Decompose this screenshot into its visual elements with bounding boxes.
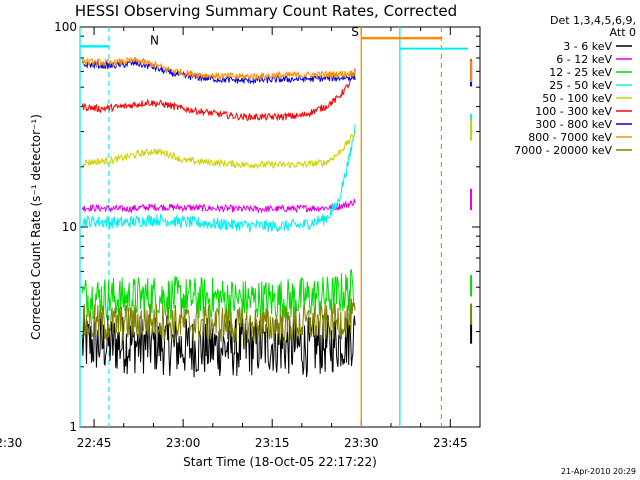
flag-label: N <box>150 33 159 47</box>
y-tick-label: 1 <box>69 420 77 434</box>
series-line <box>81 298 356 346</box>
legend-label: 50 - 100 keV <box>542 92 612 105</box>
y-tick-label: 10 <box>62 220 77 234</box>
series-line <box>81 124 356 234</box>
flag-label: S <box>351 25 359 39</box>
x-axis-label: Start Time (18-Oct-05 22:17:22) <box>183 455 377 469</box>
x-tick-label: 23:15 <box>255 436 290 450</box>
plot-data: NS <box>79 25 473 427</box>
legend-label: 25 - 50 keV <box>549 79 612 92</box>
y-tick-label: 100 <box>54 20 77 34</box>
legend-label: 800 - 7000 keV <box>528 131 612 144</box>
legend-label: 12 - 25 keV <box>549 66 612 79</box>
series-line <box>81 199 356 214</box>
y-axis-label: Corrected Count Rate (s⁻¹ detector⁻¹) <box>29 114 43 340</box>
x-tick-label: 22:30 <box>0 436 22 450</box>
series-line <box>81 56 356 81</box>
legend-label: 7000 - 20000 keV <box>514 144 612 157</box>
x-tick-label: 23:30 <box>344 436 379 450</box>
x-tick-label: 23:00 <box>166 436 201 450</box>
x-tick-label: 23:45 <box>433 436 468 450</box>
timestamp: 21-Apr-2010 20:29 <box>561 467 636 476</box>
legend-label: 6 - 12 keV <box>556 53 612 66</box>
plot-axes: 1 10 100 22:30 22:45 23:00 23:15 23:30 23:45 <box>0 20 481 450</box>
legend-label: 3 - 6 keV <box>563 40 612 53</box>
series-line <box>82 132 356 170</box>
chart-title: HESSI Observing Summary Count Rates, Cor… <box>75 2 457 20</box>
series-line <box>81 59 356 85</box>
legend-label: 100 - 300 keV <box>535 105 612 118</box>
legend-header: Det 1,3,4,5,6,9, <box>550 14 636 27</box>
series-line <box>81 312 356 378</box>
series-line <box>81 68 356 122</box>
series-line <box>81 269 356 322</box>
legend-label: 300 - 800 keV <box>535 118 612 131</box>
legend-header: Att 0 <box>610 26 636 39</box>
x-tick-label: 22:45 <box>77 436 112 450</box>
